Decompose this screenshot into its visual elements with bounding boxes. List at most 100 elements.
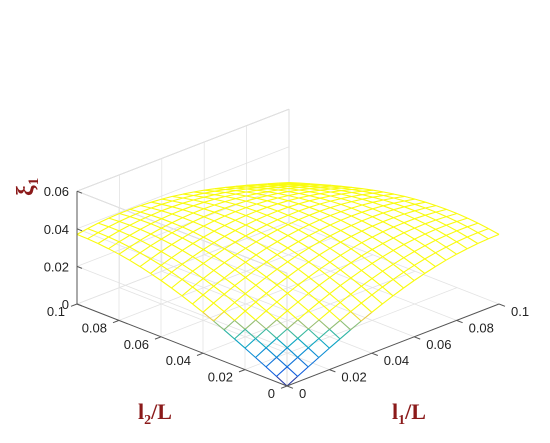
mesh-line bbox=[139, 239, 151, 247]
mesh-line bbox=[224, 248, 236, 256]
mesh-line bbox=[382, 249, 394, 258]
mesh-line bbox=[308, 284, 320, 294]
mesh-line bbox=[467, 222, 479, 228]
mesh-line bbox=[361, 204, 373, 210]
mesh-line bbox=[404, 200, 416, 205]
mesh-line bbox=[339, 277, 352, 287]
mesh-line bbox=[350, 269, 362, 279]
mesh-line bbox=[307, 347, 320, 358]
mesh-line bbox=[87, 228, 99, 234]
mesh-line bbox=[267, 192, 279, 197]
mesh-line bbox=[435, 259, 447, 268]
mesh-line bbox=[414, 245, 426, 252]
mesh-line bbox=[351, 186, 363, 190]
mesh-line bbox=[171, 263, 183, 273]
mesh-line bbox=[246, 186, 258, 189]
mesh-line bbox=[318, 347, 330, 358]
mesh-line bbox=[318, 284, 331, 295]
mesh-line bbox=[213, 242, 225, 250]
mesh-line bbox=[234, 328, 246, 340]
mesh-line bbox=[277, 241, 289, 249]
mesh-line bbox=[213, 262, 225, 271]
mesh-line bbox=[351, 191, 363, 196]
mesh-line bbox=[266, 247, 278, 256]
mesh-line bbox=[214, 204, 226, 209]
mesh-line bbox=[372, 236, 384, 244]
mesh-line bbox=[245, 261, 257, 270]
mesh-line bbox=[234, 293, 246, 303]
mesh-line bbox=[288, 183, 300, 185]
mesh-line bbox=[287, 254, 299, 263]
y-tick-labels: 0 0.02 0.04 0.06 0.08 0.1 bbox=[47, 303, 288, 401]
y-tick-mark bbox=[70, 303, 78, 307]
mesh-line bbox=[329, 230, 341, 237]
mesh-line bbox=[340, 225, 352, 231]
mesh-line bbox=[203, 211, 215, 218]
mesh-line bbox=[488, 233, 500, 240]
mesh-line bbox=[203, 208, 215, 213]
mesh-line bbox=[435, 224, 447, 230]
z-tick-labels: 0 0.02 0.04 0.06 bbox=[44, 184, 83, 312]
mesh-line bbox=[161, 218, 173, 224]
mesh-line bbox=[255, 254, 267, 263]
mesh-line bbox=[308, 292, 320, 303]
mesh-line bbox=[435, 234, 447, 241]
x-grid-line bbox=[204, 254, 415, 338]
mesh-line bbox=[372, 196, 384, 201]
mesh-line bbox=[181, 286, 193, 297]
mesh-line bbox=[287, 310, 299, 321]
mesh-line bbox=[171, 217, 183, 224]
z-axis-symbol: ξ bbox=[13, 185, 39, 196]
mesh-line bbox=[161, 206, 173, 212]
mesh-line bbox=[202, 255, 215, 264]
mesh-line bbox=[404, 198, 416, 202]
mesh-line bbox=[256, 210, 268, 216]
mesh-line bbox=[297, 310, 309, 321]
mesh-line bbox=[297, 301, 309, 312]
mesh-line bbox=[235, 190, 247, 193]
mesh-line bbox=[351, 211, 363, 217]
mesh-line bbox=[97, 243, 109, 250]
mesh-line bbox=[245, 229, 257, 237]
mesh-line bbox=[235, 219, 247, 226]
mesh-line bbox=[234, 285, 246, 295]
mesh-line bbox=[139, 245, 152, 254]
mesh-line bbox=[361, 249, 373, 257]
mesh-line bbox=[456, 212, 468, 219]
mesh-line bbox=[267, 183, 279, 185]
mesh-line bbox=[203, 201, 215, 206]
mesh-line bbox=[161, 227, 173, 234]
mesh-line bbox=[340, 230, 352, 237]
mesh-line bbox=[299, 182, 311, 185]
mesh-line bbox=[276, 347, 288, 358]
mesh-line bbox=[235, 207, 247, 213]
mesh-line bbox=[150, 203, 162, 209]
mesh-line bbox=[277, 195, 289, 199]
mesh-line bbox=[392, 257, 405, 265]
mesh-line bbox=[171, 278, 183, 289]
mesh-line bbox=[277, 235, 289, 243]
mesh-line bbox=[435, 239, 447, 248]
mesh-line bbox=[193, 201, 205, 207]
x-axis-label: l1/L bbox=[392, 399, 426, 428]
mesh-line bbox=[414, 233, 426, 240]
mesh-line bbox=[245, 200, 257, 205]
x-tick-label: 0.1 bbox=[511, 304, 529, 319]
mesh-line bbox=[466, 243, 479, 250]
x-tick-labels: 0 0.02 0.04 0.06 0.08 0.1 bbox=[286, 303, 529, 401]
mesh-line bbox=[287, 292, 299, 303]
mesh-line bbox=[161, 198, 173, 202]
mesh-line bbox=[445, 241, 457, 248]
mesh-line bbox=[277, 192, 289, 197]
mesh-line bbox=[255, 310, 267, 321]
mesh-line bbox=[319, 241, 331, 249]
mesh-line bbox=[224, 211, 236, 217]
mesh-line bbox=[287, 224, 299, 231]
mesh-line bbox=[118, 230, 130, 236]
mesh-line bbox=[309, 188, 321, 191]
mesh-line bbox=[255, 247, 268, 256]
mesh-line bbox=[171, 287, 183, 297]
mesh-line bbox=[182, 193, 194, 197]
mesh-line bbox=[223, 269, 236, 279]
mesh-line bbox=[319, 200, 331, 205]
